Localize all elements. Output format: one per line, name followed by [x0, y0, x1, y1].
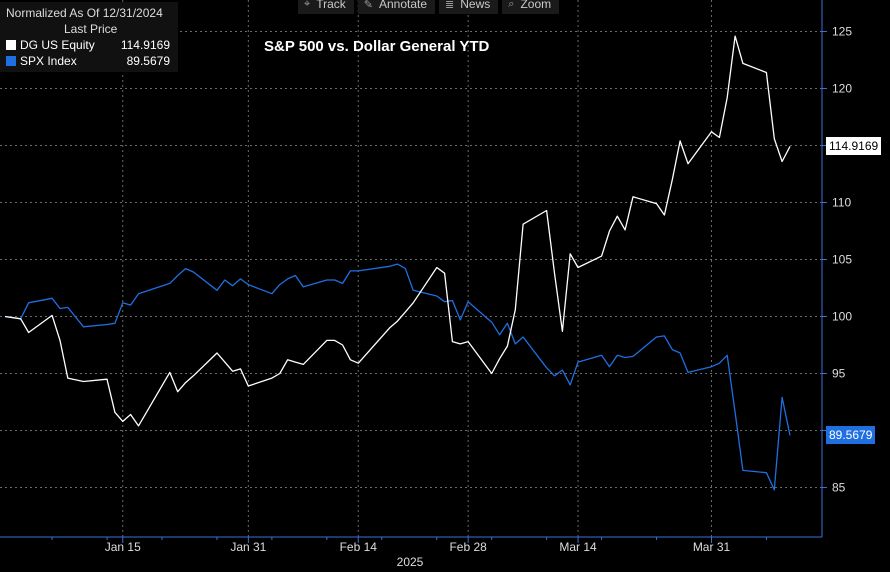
last-price-tag-dg: 114.9169	[826, 137, 882, 156]
legend: Normalized As Of 12/31/2024 Last Price D…	[0, 2, 178, 72]
chart-toolbar: ⌖ Track ✎ Annotate ≣ News ⌕ Zoom	[298, 0, 560, 14]
news-label: News	[460, 0, 491, 11]
zoom-button[interactable]: ⌕ Zoom	[502, 0, 560, 14]
legend-entry-spx[interactable]: SPX Index 89.5679	[6, 53, 170, 69]
y-tick-label: 110	[832, 196, 851, 210]
track-label: Track	[316, 0, 346, 11]
news-icon: ≣	[445, 0, 455, 11]
legend-name-dg: DG US Equity	[20, 38, 95, 52]
crosshair-icon: ⌖	[304, 0, 311, 10]
y-tick-label: 95	[832, 367, 846, 381]
y-tick-label: 120	[832, 82, 852, 96]
chart-title: S&P 500 vs. Dollar General YTD	[264, 38, 490, 55]
legend-swatch-spx	[6, 56, 16, 66]
x-year-label: 2025	[397, 555, 424, 569]
y-tick-label: 100	[832, 310, 852, 324]
annotate-button[interactable]: ✎ Annotate	[357, 0, 436, 14]
x-tick-label: Mar 31	[693, 540, 731, 554]
track-button[interactable]: ⌖ Track	[298, 0, 354, 14]
x-tick-label: Mar 14	[559, 540, 597, 554]
series-line-spx	[4, 263, 791, 491]
legend-value-dg: 114.9169	[120, 38, 170, 52]
series-line-dg	[4, 35, 791, 427]
y-tick-label: 105	[832, 253, 852, 267]
y-tick-label: 125	[832, 25, 852, 39]
last-price-tag-spx: 89.5679	[826, 426, 876, 445]
news-button[interactable]: ≣ News	[439, 0, 499, 14]
annotate-label: Annotate	[378, 0, 428, 11]
legend-swatch-dg	[6, 40, 16, 50]
legend-subheader: Last Price	[64, 22, 118, 36]
zoom-label: Zoom	[520, 0, 552, 11]
pencil-icon: ✎	[363, 0, 373, 11]
x-tick-label: Jan 15	[105, 540, 141, 554]
x-tick-label: Feb 28	[449, 540, 487, 554]
x-tick-label: Feb 14	[340, 540, 378, 554]
magnifier-icon: ⌕	[508, 0, 515, 10]
legend-entry-dg[interactable]: DG US Equity 114.9169	[6, 37, 170, 53]
legend-header: Normalized As Of 12/31/2024	[6, 6, 163, 20]
x-tick-label: Jan 31	[230, 540, 266, 554]
y-tick-label: 85	[832, 481, 846, 495]
legend-value-spx: 89.5679	[126, 54, 170, 68]
legend-name-spx: SPX Index	[20, 54, 77, 68]
series-layer	[4, 35, 791, 491]
grid-lines	[0, 0, 822, 537]
